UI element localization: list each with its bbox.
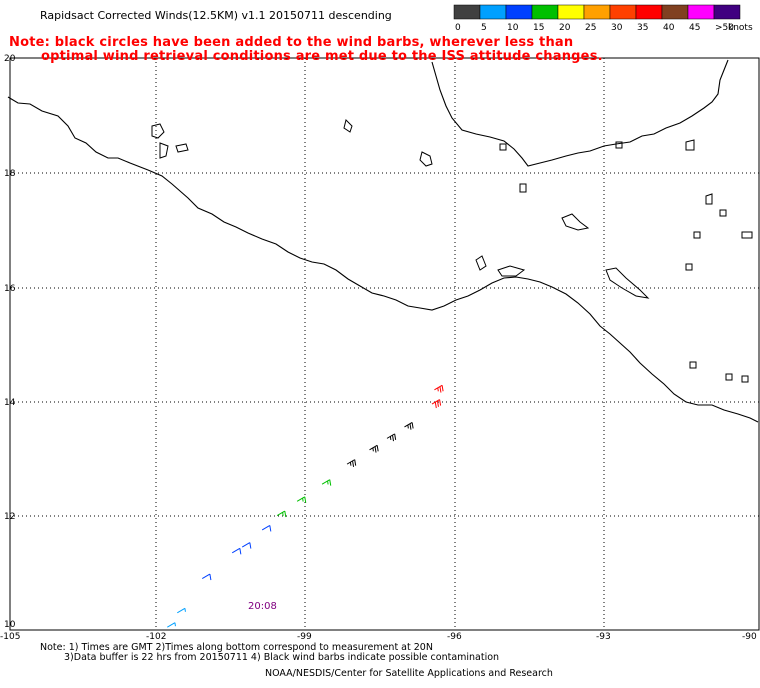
wind-barb bbox=[369, 444, 379, 453]
legend-swatch bbox=[687, 4, 715, 20]
wind-barb bbox=[434, 384, 444, 393]
lon-label-105: -105 bbox=[0, 632, 20, 642]
note-line-2: optimal wind retrieval conditions are me… bbox=[41, 49, 603, 64]
lat-label-10: 10 bbox=[4, 620, 16, 630]
footer-note-1: Note: 1) Times are GMT 2)Times along bot… bbox=[40, 642, 433, 653]
chart-title: Rapidsact Corrected Winds(12.5KM) v1.1 2… bbox=[40, 9, 392, 22]
footer-credit: NOAA/NESDIS/Center for Satellite Applica… bbox=[265, 668, 553, 679]
note-line-1: Note: black circles have been added to t… bbox=[9, 35, 574, 50]
legend-swatch bbox=[609, 4, 637, 20]
islands bbox=[151, 119, 753, 383]
wind-barb bbox=[177, 607, 186, 614]
lon-label-93: -93 bbox=[596, 632, 611, 642]
legend-label: 10 bbox=[507, 23, 519, 33]
legend-label: 45 bbox=[689, 23, 700, 33]
lat-label-16: 16 bbox=[4, 284, 16, 294]
legend-label: 0 bbox=[455, 23, 461, 33]
lon-label-90: -90 bbox=[742, 632, 757, 642]
coastline-mexico bbox=[7, 96, 759, 423]
wind-barb bbox=[201, 573, 212, 581]
lat-label-14: 14 bbox=[4, 398, 16, 408]
legend-swatch bbox=[713, 4, 741, 20]
wind-barb bbox=[346, 459, 357, 467]
coastline-gulf bbox=[431, 59, 729, 167]
legend-swatch bbox=[557, 4, 585, 20]
legend-swatch bbox=[661, 4, 689, 20]
wind-barb bbox=[404, 422, 414, 430]
gridlines bbox=[10, 57, 759, 630]
wind-barb bbox=[296, 496, 307, 503]
plot-frame bbox=[9, 57, 760, 631]
legend-label: 25 bbox=[585, 23, 596, 33]
wind-barb bbox=[241, 542, 252, 549]
legend-label: 20 bbox=[559, 23, 571, 33]
wind-barb bbox=[167, 622, 176, 628]
wind-barb bbox=[261, 524, 272, 532]
legend-unit-label: knots bbox=[728, 23, 753, 33]
lon-label-96: -96 bbox=[447, 632, 462, 642]
legend-swatch bbox=[505, 4, 533, 20]
legend-swatch bbox=[531, 4, 559, 20]
lon-label-99: -99 bbox=[297, 632, 312, 642]
legend-label: 40 bbox=[663, 23, 675, 33]
legend-label: 35 bbox=[637, 23, 648, 33]
wind-barb bbox=[386, 433, 397, 442]
legend-label: 5 bbox=[481, 23, 487, 33]
legend-label: 30 bbox=[611, 23, 623, 33]
legend-swatch bbox=[583, 4, 611, 20]
lat-label-18: 18 bbox=[4, 169, 16, 179]
legend-swatch bbox=[635, 4, 663, 20]
wind-barb bbox=[276, 510, 287, 518]
footer-note-2: 3)Data buffer is 22 hrs from 20150711 4)… bbox=[64, 652, 500, 663]
lat-label-20: 20 bbox=[4, 54, 16, 64]
legend-label: 15 bbox=[533, 23, 544, 33]
legend-swatch bbox=[479, 4, 507, 20]
time-label: 20:08 bbox=[248, 601, 277, 612]
wind-barbs bbox=[167, 384, 444, 628]
lon-label-102: -102 bbox=[146, 632, 166, 642]
wind-barb bbox=[431, 399, 442, 409]
wind-barb bbox=[321, 479, 332, 486]
legend-swatch bbox=[453, 4, 481, 20]
lat-label-12: 12 bbox=[4, 512, 15, 522]
latitude-labels: 20 18 16 14 12 10 bbox=[4, 54, 16, 630]
wind-barb bbox=[231, 547, 242, 555]
longitude-labels: -105 -102 -99 -96 -93 -90 bbox=[0, 632, 757, 642]
legend-label: >50 bbox=[715, 23, 734, 33]
